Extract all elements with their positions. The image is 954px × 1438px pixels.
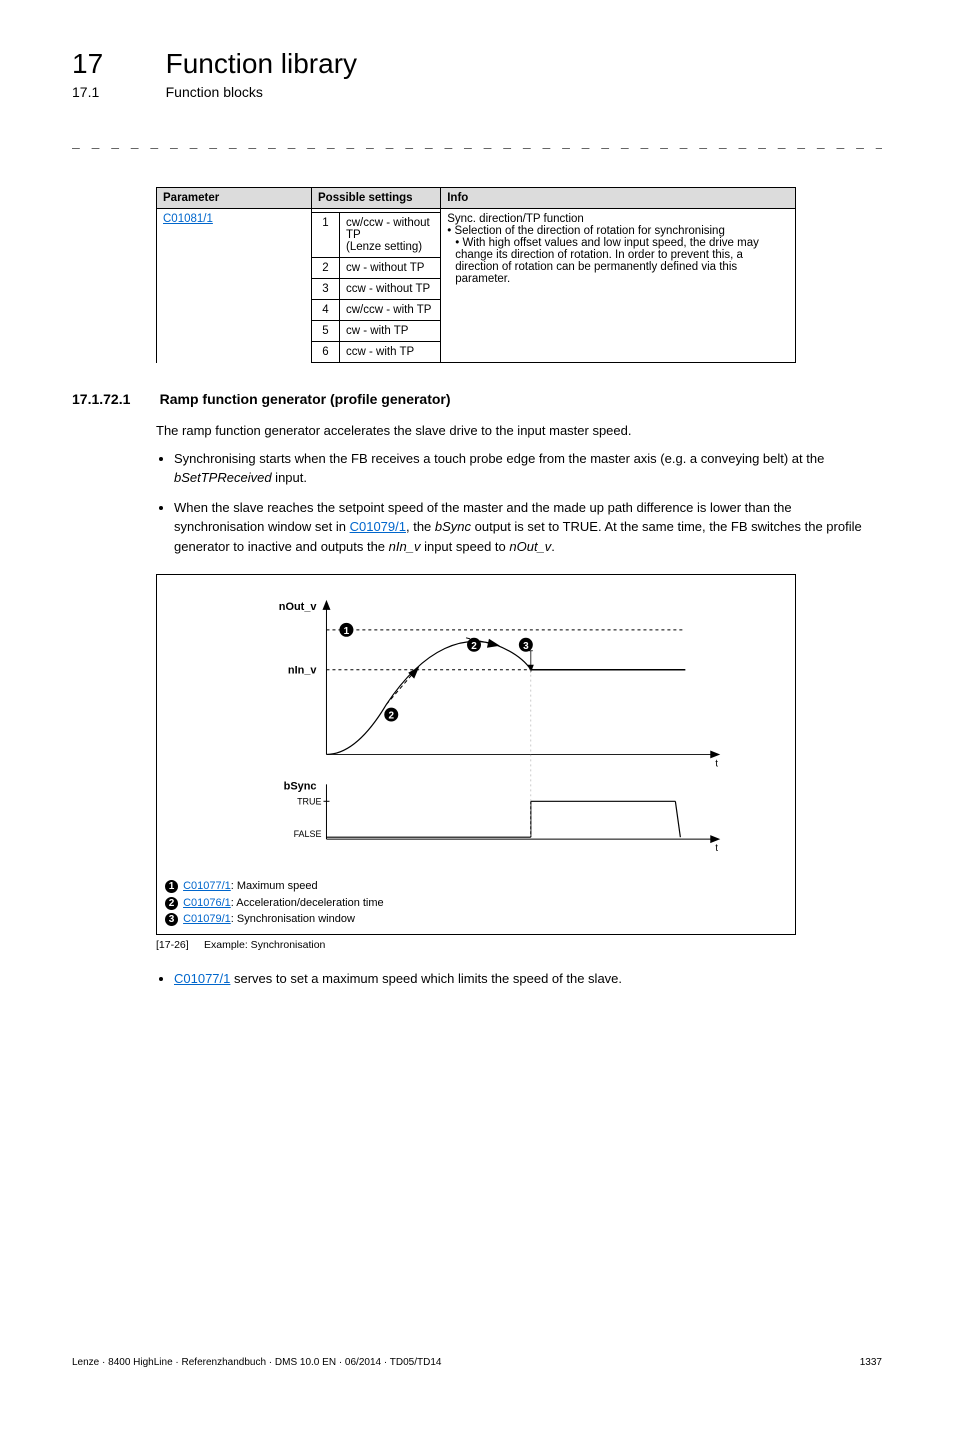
intro-text: The ramp function generator accelerates … (156, 421, 882, 441)
subheading-number: 17.1.72.1 (72, 391, 156, 407)
info-bullets: • Selection of the direction of rotation… (447, 225, 789, 285)
svg-text:3: 3 (523, 641, 529, 652)
setting-label: cw/ccw - with TP (340, 300, 441, 321)
svg-text:TRUE: TRUE (297, 796, 321, 806)
subheading-title: Ramp function generator (profile generat… (160, 391, 451, 407)
page-footer: Lenze · 8400 HighLine · Referenzhandbuch… (72, 1357, 882, 1368)
svg-text:t: t (715, 843, 718, 854)
subsection-title: Function blocks (166, 84, 263, 100)
th-info: Info (441, 188, 796, 209)
footer-page-number: 1337 (860, 1357, 882, 1368)
final-bullet-list: C01077/1 serves to set a maximum speed w… (156, 969, 882, 989)
legend-link[interactable]: C01077/1 (183, 880, 231, 892)
setting-label: ccw - without TP (340, 279, 441, 300)
section-title: Function library (166, 48, 357, 79)
subsection-number: 17.1 (72, 84, 162, 100)
bullet-list: Synchronising starts when the FB receive… (156, 449, 882, 557)
subheading: 17.1.72.1 Ramp function generator (profi… (72, 391, 882, 407)
svg-text:1: 1 (344, 626, 350, 637)
th-settings: Possible settings (312, 188, 441, 209)
page-header: 17 Function library 17.1 Function blocks (72, 48, 882, 100)
legend-link[interactable]: C01076/1 (183, 897, 231, 909)
info-title: Sync. direction/TP function (447, 213, 584, 225)
param-link[interactable]: C01081/1 (163, 213, 213, 225)
setting-num: 1 (312, 213, 340, 258)
svg-text:2: 2 (471, 641, 477, 652)
th-parameter: Parameter (157, 188, 312, 209)
parameter-table: Parameter Possible settings Info C01081/… (156, 187, 796, 363)
table-header-row: Parameter Possible settings Info (157, 188, 796, 209)
table-row: C01081/1 Sync. direction/TP function • S… (157, 209, 796, 213)
setting-num: 4 (312, 300, 340, 321)
svg-text:FALSE: FALSE (294, 829, 322, 839)
param-cell: C01081/1 (157, 209, 312, 363)
synchronisation-diagram: nOut_v nIn_v 1 2 2 3 t bSync (157, 575, 795, 874)
figure-box: nOut_v nIn_v 1 2 2 3 t bSync (156, 574, 796, 935)
svg-text:t: t (715, 758, 718, 769)
bullet-item: Synchronising starts when the FB receive… (174, 449, 882, 488)
legend-link[interactable]: C01079/1 (183, 913, 231, 925)
setting-label: cw/ccw - without TP (Lenze setting) (340, 213, 441, 258)
code-link[interactable]: C01077/1 (174, 971, 230, 986)
svg-text:2: 2 (388, 711, 394, 722)
figure-caption: [17-26]Example: Synchronisation (156, 939, 882, 951)
code-link[interactable]: C01079/1 (350, 519, 406, 534)
footer-left: Lenze · 8400 HighLine · Referenzhandbuch… (72, 1357, 441, 1368)
info-cell: Sync. direction/TP function • Selection … (441, 209, 796, 363)
setting-num: 6 (312, 342, 340, 363)
section-number: 17 (72, 48, 162, 80)
legend-line: 1 C01077/1: Maximum speed (165, 878, 787, 895)
bullet-item: When the slave reaches the setpoint spee… (174, 498, 882, 557)
legend-line: 2 C01076/1: Acceleration/deceleration ti… (165, 895, 787, 912)
bsync-label: bSync (284, 780, 317, 792)
figure-legend: 1 C01077/1: Maximum speed 2 C01076/1: Ac… (157, 874, 795, 934)
setting-num: 3 (312, 279, 340, 300)
setting-label: cw - without TP (340, 258, 441, 279)
setting-label: ccw - with TP (340, 342, 441, 363)
legend-line: 3 C01079/1: Synchronisation window (165, 911, 787, 928)
setting-label: cw - with TP (340, 321, 441, 342)
setting-num: 5 (312, 321, 340, 342)
separator-dashes: _ _ _ _ _ _ _ _ _ _ _ _ _ _ _ _ _ _ _ _ … (72, 136, 882, 151)
nout-label: nOut_v (279, 601, 318, 613)
nin-label: nIn_v (288, 665, 318, 677)
bullet-item: C01077/1 serves to set a maximum speed w… (174, 969, 882, 989)
setting-num: 2 (312, 258, 340, 279)
